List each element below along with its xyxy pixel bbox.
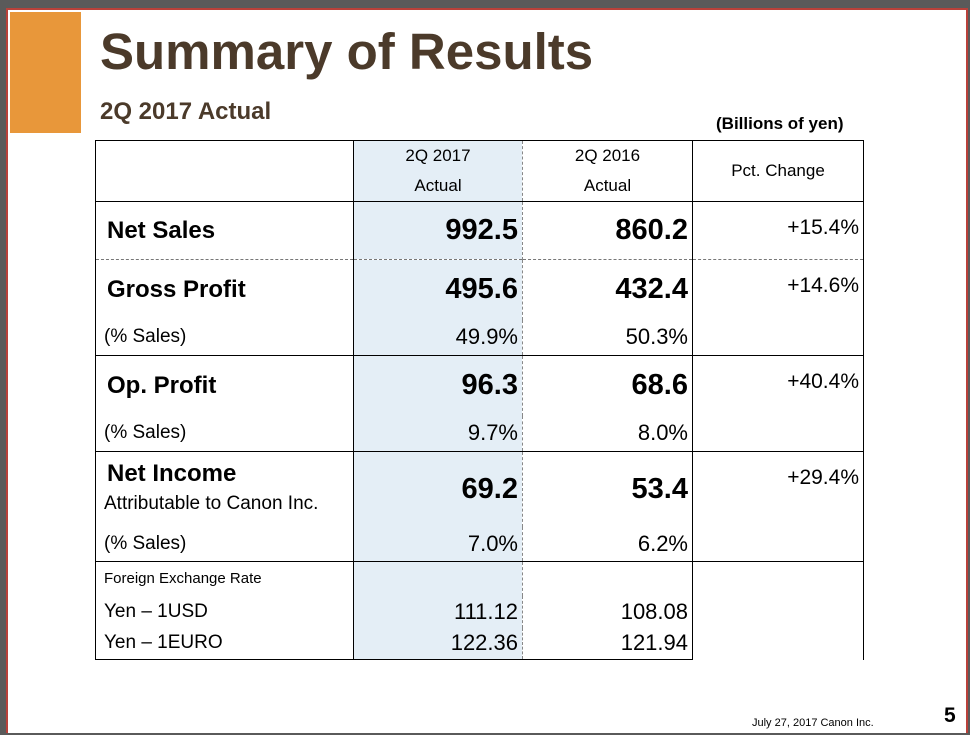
header-pct-change: Pct. Change bbox=[692, 140, 864, 202]
row-op-profit-pct: (% Sales) 9.7% 8.0% bbox=[95, 415, 864, 452]
net-sales-2017: 992.5 bbox=[353, 201, 523, 260]
page-subtitle: 2Q 2017 Actual bbox=[100, 98, 272, 125]
header-2q2016-line2: Actual bbox=[583, 176, 632, 195]
footer-date: July 27, 2017 Canon Inc. bbox=[752, 717, 874, 729]
op-profit-2017: 96.3 bbox=[353, 355, 523, 416]
header-blank bbox=[95, 140, 354, 202]
gross-profit-pct-label: (% Sales) bbox=[95, 319, 354, 356]
header-2q2016: 2Q 2016 Actual bbox=[522, 140, 693, 202]
net-income-label: Net Income bbox=[107, 460, 237, 488]
row-gross-profit: Gross Profit 495.6 432.4 +14.6% bbox=[95, 259, 864, 356]
gross-profit-pct-2017: 49.9% bbox=[353, 319, 523, 356]
fx-usd-2017: 111.12 bbox=[353, 595, 523, 628]
fx-eur-2016: 121.94 bbox=[522, 627, 693, 660]
fx-eur-2017: 122.36 bbox=[353, 627, 523, 660]
net-income-pct-2016: 6.2% bbox=[522, 526, 693, 562]
top-border bbox=[8, 8, 966, 10]
page-title: Summary of Results bbox=[100, 23, 594, 80]
op-profit-pct-2016: 8.0% bbox=[522, 415, 693, 452]
fx-blank-change bbox=[692, 561, 864, 660]
fx-usd-label: Yen – 1USD bbox=[95, 595, 354, 628]
net-income-2016: 53.4 bbox=[522, 451, 693, 527]
row-op-profit: Op. Profit 96.3 68.6 +40.4% bbox=[95, 355, 864, 452]
gross-profit-change: +14.6% bbox=[692, 259, 864, 356]
fx-blank-2016 bbox=[522, 561, 693, 596]
fx-usd-2016: 108.08 bbox=[522, 595, 693, 628]
op-profit-2016: 68.6 bbox=[522, 355, 693, 416]
net-income-label-cell: Net Income Attributable to Canon Inc. bbox=[95, 451, 354, 527]
row-net-income-pct: (% Sales) 7.0% 6.2% bbox=[95, 526, 864, 562]
net-sales-2016: 860.2 bbox=[522, 201, 693, 260]
net-sales-change: +15.4% bbox=[692, 201, 864, 260]
row-fx-header: Foreign Exchange Rate bbox=[95, 561, 864, 660]
header-row: 2Q 2017 Actual 2Q 2016 Actual Pct. Chang… bbox=[95, 140, 864, 202]
row-fx-usd: Yen – 1USD 111.12 108.08 bbox=[95, 595, 864, 628]
net-income-pct-2017: 7.0% bbox=[353, 526, 523, 562]
net-income-pct-label: (% Sales) bbox=[95, 526, 354, 562]
gross-profit-2016: 432.4 bbox=[522, 259, 693, 320]
units-label: (Billions of yen) bbox=[716, 114, 844, 133]
gross-profit-2017: 495.6 bbox=[353, 259, 523, 320]
net-income-change: +29.4% bbox=[692, 451, 864, 562]
slide: Summary of Results 2Q 2017 Actual (Billi… bbox=[6, 8, 968, 733]
row-net-income: Net Income Attributable to Canon Inc. 69… bbox=[95, 451, 864, 562]
header-2q2017-line2: Actual bbox=[414, 176, 462, 195]
row-net-sales: Net Sales 992.5 860.2 +15.4% bbox=[95, 201, 864, 260]
net-sales-label: Net Sales bbox=[95, 201, 354, 260]
op-profit-change: +40.4% bbox=[692, 355, 864, 452]
op-profit-pct-2017: 9.7% bbox=[353, 415, 523, 452]
net-income-sublabel: Attributable to Canon Inc. bbox=[104, 493, 319, 515]
row-fx-eur: Yen – 1EURO 122.36 121.94 bbox=[95, 627, 864, 660]
orange-accent-block bbox=[10, 12, 81, 133]
results-table: 2Q 2017 Actual 2Q 2016 Actual Pct. Chang… bbox=[95, 140, 864, 660]
header-2q2017-line1: 2Q 2017 bbox=[405, 146, 471, 165]
fx-blank-2017 bbox=[353, 561, 523, 596]
net-income-2017: 69.2 bbox=[353, 451, 523, 527]
row-gross-profit-pct: (% Sales) 49.9% 50.3% bbox=[95, 319, 864, 356]
gross-profit-pct-2016: 50.3% bbox=[522, 319, 693, 356]
op-profit-label: Op. Profit bbox=[95, 355, 354, 416]
header-2q2017: 2Q 2017 Actual bbox=[353, 140, 523, 202]
gross-profit-label: Gross Profit bbox=[95, 259, 354, 320]
page-number: 5 bbox=[944, 704, 956, 727]
op-profit-pct-label: (% Sales) bbox=[95, 415, 354, 452]
fx-label: Foreign Exchange Rate bbox=[95, 561, 354, 596]
header-2q2016-line1: 2Q 2016 bbox=[574, 146, 641, 165]
fx-eur-label: Yen – 1EURO bbox=[95, 627, 354, 660]
